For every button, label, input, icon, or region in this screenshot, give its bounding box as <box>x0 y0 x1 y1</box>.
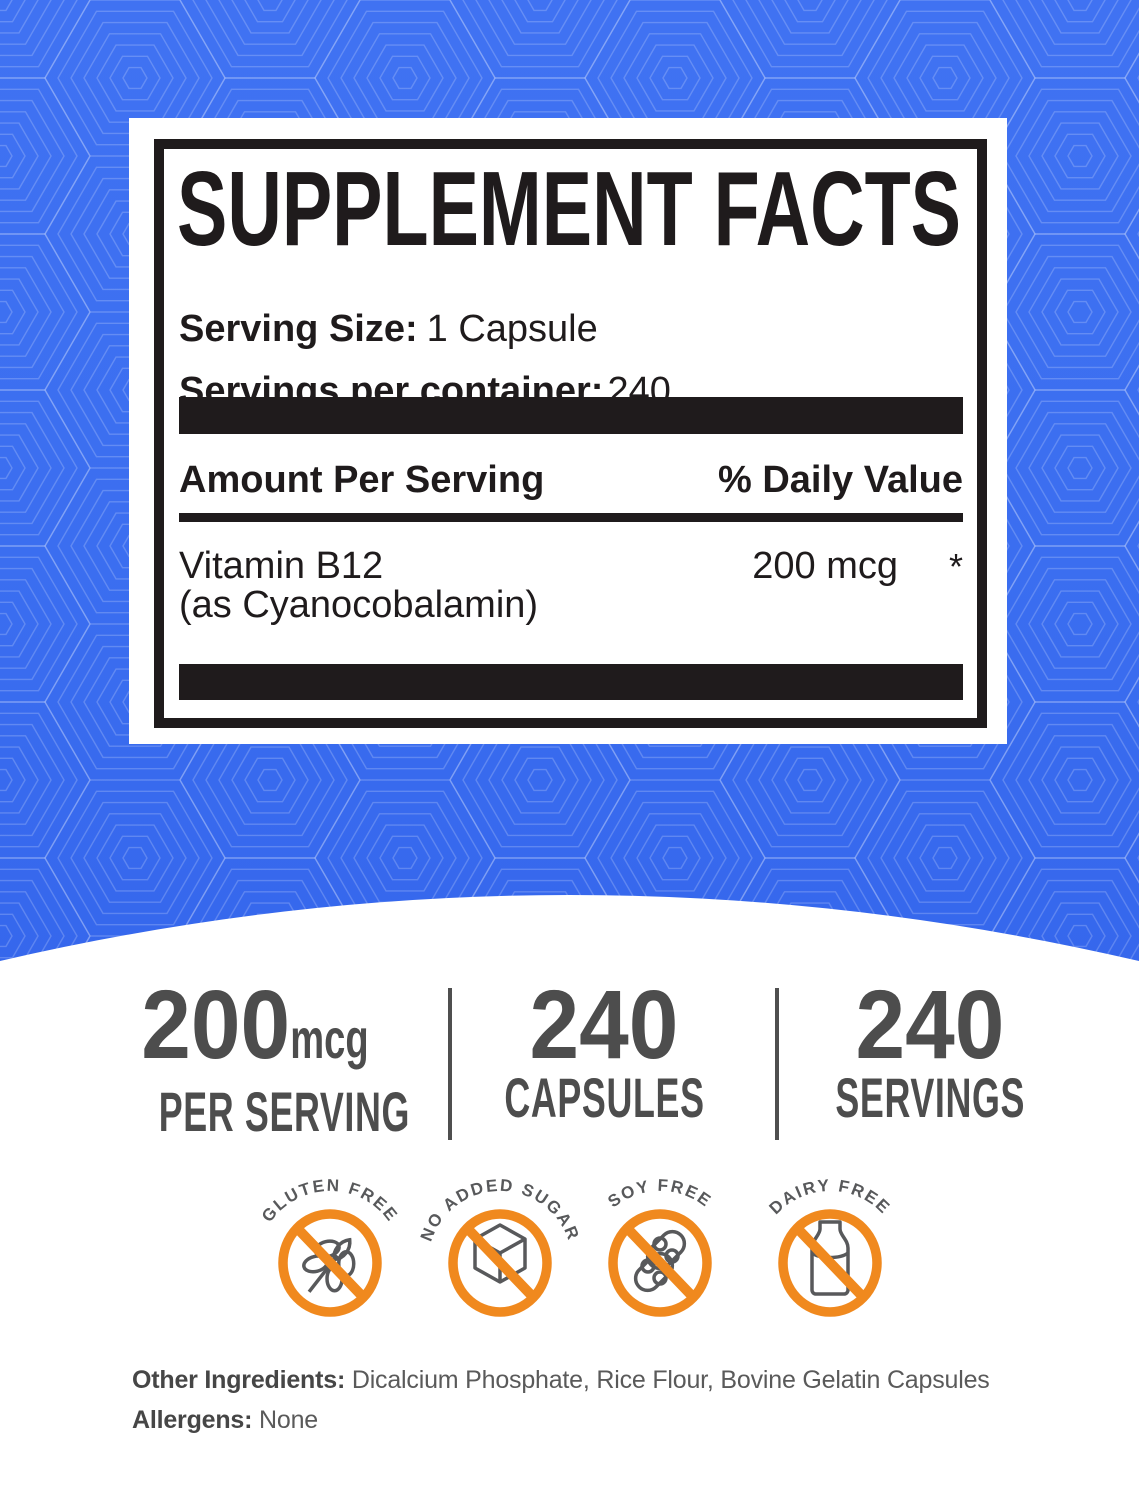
ingredient-form: (as Cyanocobalamin) <box>179 584 539 626</box>
daily-value-asterisk: * <box>948 546 963 587</box>
facts-title-text: SUPPLEMENT FACTS <box>177 165 961 251</box>
serving-size-value: 1 Capsule <box>426 308 598 350</box>
stat-value-row: 240 <box>760 976 1100 1073</box>
allergens-line: Allergens: None <box>132 1400 1072 1440</box>
other-ingredients-value: Dicalcium Phosphate, Rice Flour, Bovine … <box>351 1366 990 1394</box>
stat-value: 200 <box>140 970 290 1079</box>
stat-value: 240 <box>529 970 679 1079</box>
separator-bar-thin <box>179 513 963 522</box>
separator-bar-thick-top <box>179 397 963 434</box>
stat-label: SERVINGS <box>835 1066 1025 1129</box>
stat-per-serving: 200mcg PER SERVING <box>88 976 428 1143</box>
facts-border-box: SUPPLEMENT FACTS Serving Size: 1 Capsule … <box>154 139 987 728</box>
stat-capsules: 240 CAPSULES <box>434 976 774 1129</box>
stat-value-row: 200mcg <box>88 976 428 1081</box>
prohibition-circle-icon <box>278 1209 382 1317</box>
badge-dairy-free: DAIRY FREE <box>765 1176 893 1317</box>
badge-no-added-sugar: NO ADDED SUGAR <box>417 1176 581 1317</box>
stat-servings: 240 SERVINGS <box>760 976 1100 1129</box>
amount-per-serving-header: Amount Per Serving <box>179 459 545 501</box>
stat-label: CAPSULES <box>503 1066 705 1129</box>
stats-divider <box>775 988 779 1140</box>
supplement-facts-card: SUPPLEMENT FACTS Serving Size: 1 Capsule … <box>129 118 1007 744</box>
facts-table-header: Amount Per Serving % Daily Value <box>179 460 963 500</box>
stats-band: 200mcg PER SERVING 240 CAPSULES 240 SERV… <box>0 976 1139 1143</box>
ingredient-name-block: Vitamin B12 (as Cyanocobalamin) <box>179 547 538 625</box>
badge-soy-free: SOY FREE <box>604 1176 715 1317</box>
daily-value-header: % Daily Value <box>717 459 963 501</box>
soybean-icon <box>633 1229 687 1293</box>
ingredient-row: Vitamin B12 (as Cyanocobalamin) 200 mcg … <box>179 547 963 625</box>
badge-arc-label: SOY FREE <box>604 1176 715 1211</box>
footer-text: Other Ingredients: Dicalcium Phosphate, … <box>132 1360 1072 1440</box>
sugar-cube-icon <box>473 1223 527 1284</box>
allergens-value: None <box>259 1406 318 1434</box>
prohibition-circle-icon <box>608 1209 712 1317</box>
badge-gluten-free: GLUTEN FREE <box>258 1176 400 1317</box>
serving-size-line: Serving Size: 1 Capsule <box>179 309 963 349</box>
stat-value: 240 <box>855 970 1005 1079</box>
other-ingredients-label: Other Ingredients: <box>132 1366 346 1394</box>
stats-divider <box>448 988 452 1140</box>
curved-white-transition <box>0 895 1139 1017</box>
allergens-label: Allergens: <box>132 1406 253 1434</box>
ingredient-name: Vitamin B12 <box>179 545 384 587</box>
other-ingredients-line: Other Ingredients: Dicalcium Phosphate, … <box>132 1360 1072 1400</box>
stat-label: PER SERVING <box>158 1080 411 1143</box>
serving-size-label: Serving Size: <box>179 308 418 350</box>
prohibition-circle-icon <box>448 1209 552 1317</box>
ingredient-amount: 200 mcg <box>752 545 898 587</box>
prohibition-circle-icon <box>778 1209 882 1317</box>
facts-title: SUPPLEMENT FACTS <box>177 165 961 251</box>
stat-unit: mcg <box>289 1007 368 1070</box>
stat-value-row: 240 <box>434 976 774 1073</box>
separator-bar-thick-bottom <box>179 664 963 700</box>
ingredient-amount-block: 200 mcg * <box>752 547 963 625</box>
